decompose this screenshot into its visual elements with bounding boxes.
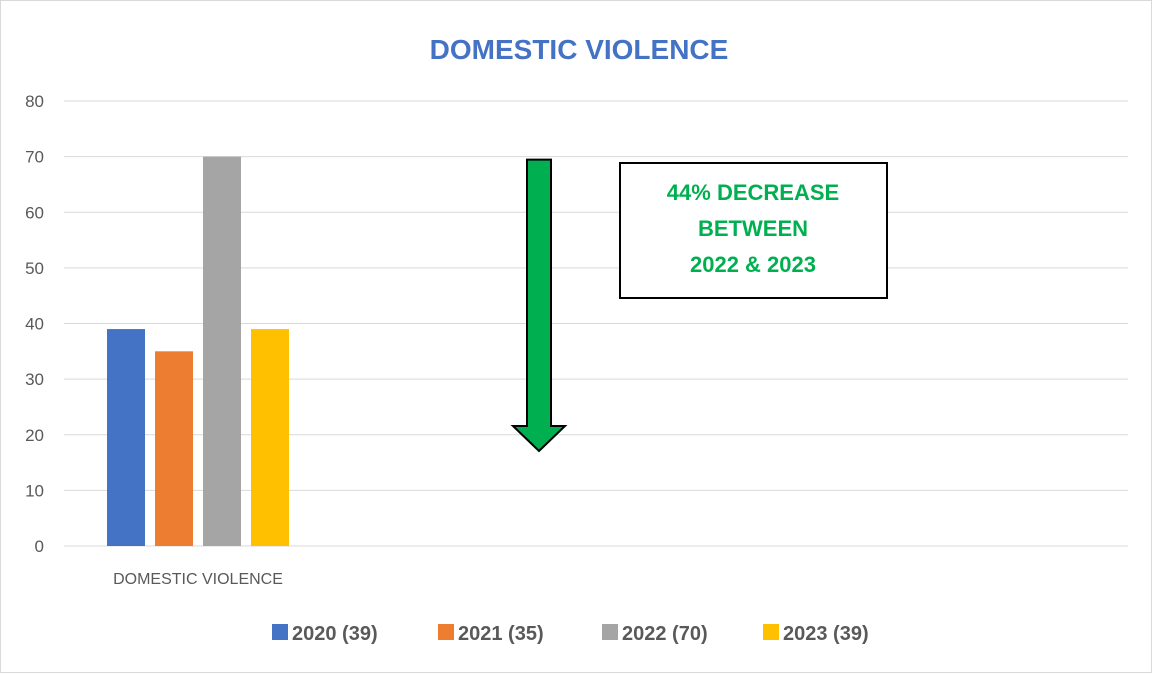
y-tick-label: 20: [25, 426, 44, 445]
legend-label: 2023 (39): [783, 623, 869, 645]
y-tick-label: 60: [25, 203, 44, 222]
callout-line: 2022 & 2023: [690, 252, 816, 277]
x-axis-category-labels: DOMESTIC VIOLENCE: [113, 571, 283, 588]
y-tick-label: 80: [25, 92, 44, 111]
down-arrow-icon: [510, 158, 568, 453]
legend-entry: 2022 (70): [602, 623, 708, 645]
bars: [107, 156, 289, 546]
bar-2020: [107, 329, 145, 546]
legend-entry: 2020 (39): [272, 623, 378, 645]
y-tick-label: 50: [25, 259, 44, 278]
legend-label: 2020 (39): [292, 623, 378, 645]
legend-label: 2021 (35): [458, 623, 544, 645]
y-tick-label: 40: [25, 315, 44, 334]
callout-box: [619, 162, 888, 299]
y-axis-tick-labels: 0 10 20 30 40 50 60 70 80: [25, 92, 44, 556]
chart-title: DOMESTIC VIOLENCE: [430, 34, 729, 65]
x-category-label: DOMESTIC VIOLENCE: [113, 571, 283, 588]
callout-line: 44% DECREASE: [667, 180, 839, 205]
callout-line: BETWEEN: [698, 216, 808, 241]
legend-entry: 2023 (39): [763, 623, 869, 645]
bar-2021: [155, 351, 193, 546]
bar-2023: [251, 329, 289, 546]
legend-entry: 2021 (35): [438, 623, 544, 645]
legend: 2020 (39) 2021 (35) 2022 (70) 2023 (39): [272, 623, 869, 645]
grid-lines: [64, 100, 1128, 547]
legend-swatch: [763, 624, 779, 640]
y-tick-label: 10: [25, 481, 44, 500]
legend-label: 2022 (70): [622, 623, 708, 645]
annotations: 44% DECREASE BETWEEN 2022 & 2023: [510, 158, 888, 453]
legend-swatch: [438, 624, 454, 640]
legend-swatch: [272, 624, 288, 640]
y-tick-label: 30: [25, 370, 44, 389]
y-tick-label: 0: [35, 537, 44, 556]
y-tick-label: 70: [25, 148, 44, 167]
bar-2022: [203, 156, 241, 546]
legend-swatch: [602, 624, 618, 640]
